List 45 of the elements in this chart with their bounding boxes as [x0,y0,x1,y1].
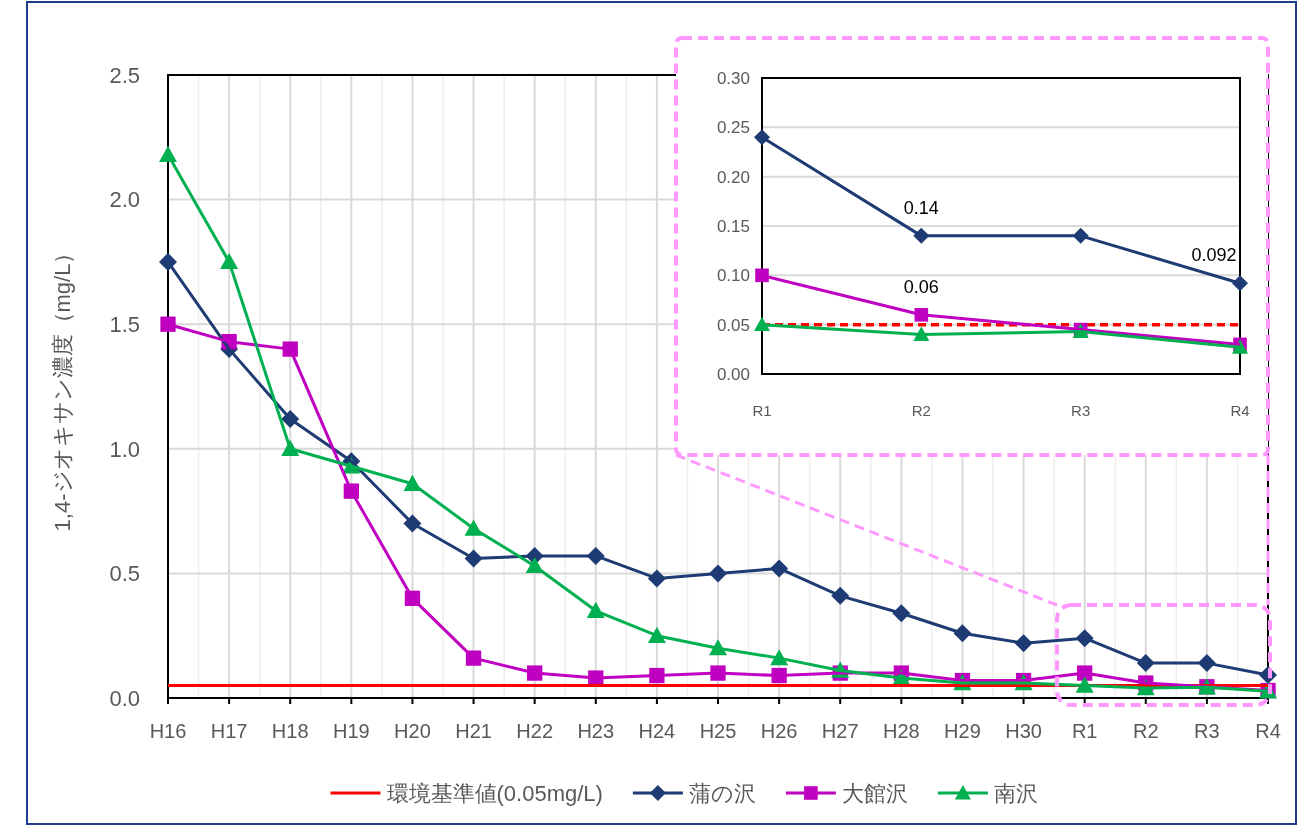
x-tick-label: R3 [1071,402,1091,419]
legend-label: 環境基準値(0.05mg/L) [386,781,603,806]
y-axis-title: 1,4-ジオキサン濃度（mg/L） [50,241,75,532]
y-tick-label: 0.00 [716,364,750,384]
x-tick-label: R2 [1132,720,1159,742]
y-tick-label: 0.30 [716,68,750,88]
x-tick-label: H18 [271,720,309,742]
x-tick-label: H17 [210,720,248,742]
data-label: 0.092 [1191,245,1237,266]
x-tick-label: H29 [944,720,981,742]
y-tick-label: 0.25 [716,118,750,138]
x-tick-label: H30 [1005,720,1042,742]
y-tick-label: 1.5 [109,311,140,337]
y-tick-label: 0.0 [109,685,140,711]
legend-label: 大館沢 [841,781,908,806]
y-tick-label: 0.05 [716,315,750,335]
x-tick-label: H24 [638,720,676,742]
x-tick-label: R4 [1255,720,1281,742]
point [160,316,176,332]
data-label: 0.14 [903,197,939,218]
x-tick-label: H27 [821,720,859,742]
x-tick-label: H16 [149,720,187,742]
x-tick-label: H22 [516,720,554,742]
legend-label: 南沢 [993,781,1038,806]
x-tick-label: R2 [911,402,931,419]
x-tick-label: H23 [577,720,615,742]
x-tick-label: R1 [1071,720,1098,742]
series: 0.06 [903,276,939,297]
y-tick-label: 2.5 [109,62,140,88]
x-tick-label: H26 [760,720,798,742]
x-tick-label: R1 [752,402,772,419]
y-tick-label: 0.5 [109,561,140,587]
x-tick-label: H20 [394,720,431,742]
x-tick-label: H25 [699,720,737,742]
y-tick-label: 1.0 [109,436,140,462]
x-tick-label: R4 [1230,402,1250,419]
legend-label: 蒲の沢 [688,781,756,806]
y-tick-label: 0.15 [716,216,750,236]
y-tick-label: 0.20 [716,167,750,187]
x-tick-label: H28 [882,720,920,742]
y-tick-label: 0.10 [716,266,750,286]
x-tick-label: H19 [332,720,370,742]
x-tick-label: H21 [455,720,492,742]
y-tick-label: 2.0 [109,187,140,213]
x-tick-label: R3 [1194,720,1220,742]
